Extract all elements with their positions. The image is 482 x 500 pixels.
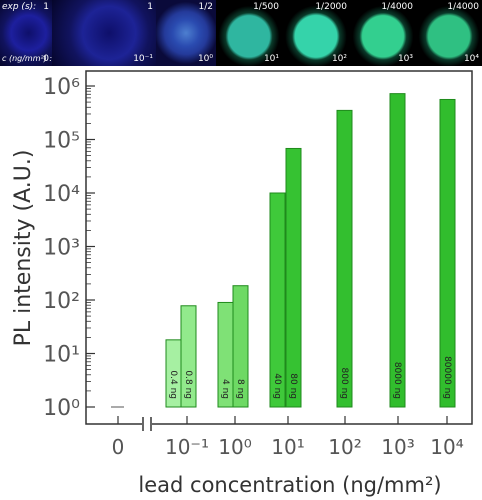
x-axis-label: lead concentration (ng/mm²) bbox=[138, 473, 441, 497]
y-tick-label: 10⁵ bbox=[43, 129, 80, 154]
axis-break-gap bbox=[142, 418, 152, 430]
fluorescence-image-strip: 1 0 1 10⁻¹ 1/2 10⁰ 1/500 10¹ 1/2000 10² 1/4000 10³ 1… bbox=[0, 0, 482, 66]
bar-label: 40 ng bbox=[272, 373, 282, 399]
concentration-value: 0 bbox=[43, 54, 49, 64]
concentration-value: 10⁰ bbox=[197, 54, 213, 64]
concentration-label: c (ng/mm²) : bbox=[2, 54, 53, 63]
bar-label: 4 ng bbox=[220, 379, 230, 399]
x-tick-label: 10² bbox=[328, 435, 361, 459]
bar bbox=[439, 98, 456, 408]
bar bbox=[336, 109, 353, 408]
bar-label: 0.4 ng bbox=[168, 370, 178, 399]
bar-label: 800 ng bbox=[339, 368, 349, 399]
exposure-value: 1/2 bbox=[198, 2, 213, 12]
y-tick-label: 10⁶ bbox=[43, 75, 80, 100]
plot-frame bbox=[85, 70, 473, 425]
exposure-label: exp (s): bbox=[2, 2, 37, 12]
x-tick-label: 10⁰ bbox=[218, 435, 251, 459]
concentration-value: 10¹ bbox=[263, 54, 279, 64]
y-tick-label: 10⁰ bbox=[43, 396, 80, 421]
bar bbox=[180, 305, 197, 408]
x-tick-label: 10⁻¹ bbox=[165, 435, 209, 459]
sample-image-panel: 1/4000 10⁴ bbox=[416, 0, 482, 66]
concentration-value: 10⁻¹ bbox=[133, 54, 153, 64]
exposure-value: 1 bbox=[43, 2, 49, 12]
concentration-value: 10² bbox=[331, 54, 347, 64]
x-tick-label: 10⁴ bbox=[430, 435, 463, 459]
y-tick-label: 10² bbox=[43, 289, 80, 314]
bar bbox=[285, 147, 302, 408]
exposure-value: 1 bbox=[147, 2, 153, 12]
bar-label: 8000 ng bbox=[392, 362, 402, 399]
y-tick-label: 10⁴ bbox=[43, 182, 80, 207]
bar-label: 8 ng bbox=[235, 379, 245, 399]
bar-label: 0.8 ng bbox=[183, 370, 193, 399]
sample-image-panel: 1/500 10¹ bbox=[216, 0, 282, 66]
concentration-value: 10³ bbox=[397, 54, 413, 64]
bar bbox=[389, 93, 406, 408]
sample-image-panel: 1/2 10⁰ bbox=[156, 0, 216, 66]
exposure-value: 1/500 bbox=[253, 2, 279, 12]
sample-image-panel: 1/2000 10² bbox=[282, 0, 350, 66]
bar-label: 80000 ng bbox=[442, 356, 452, 399]
concentration-value: 10⁴ bbox=[463, 54, 479, 64]
x-tick-label: 10³ bbox=[381, 435, 414, 459]
y-axis-label: PL intensity (A.U.) bbox=[11, 150, 36, 347]
exposure-value: 1/2000 bbox=[315, 2, 347, 12]
x-tick-label: 0 bbox=[112, 435, 125, 459]
exposure-value: 1/4000 bbox=[447, 2, 479, 12]
sample-image-panel: 1/4000 10³ bbox=[350, 0, 416, 66]
exposure-value: 1/4000 bbox=[381, 2, 413, 12]
y-tick-label: 10³ bbox=[43, 236, 80, 261]
y-tick-label: 10¹ bbox=[43, 343, 80, 368]
x-tick-label: 10¹ bbox=[271, 435, 304, 459]
sample-image-panel: 1 10⁻¹ bbox=[52, 0, 156, 66]
bar-label: 80 ng bbox=[288, 373, 298, 399]
bar bbox=[232, 285, 249, 408]
bar bbox=[269, 192, 286, 408]
